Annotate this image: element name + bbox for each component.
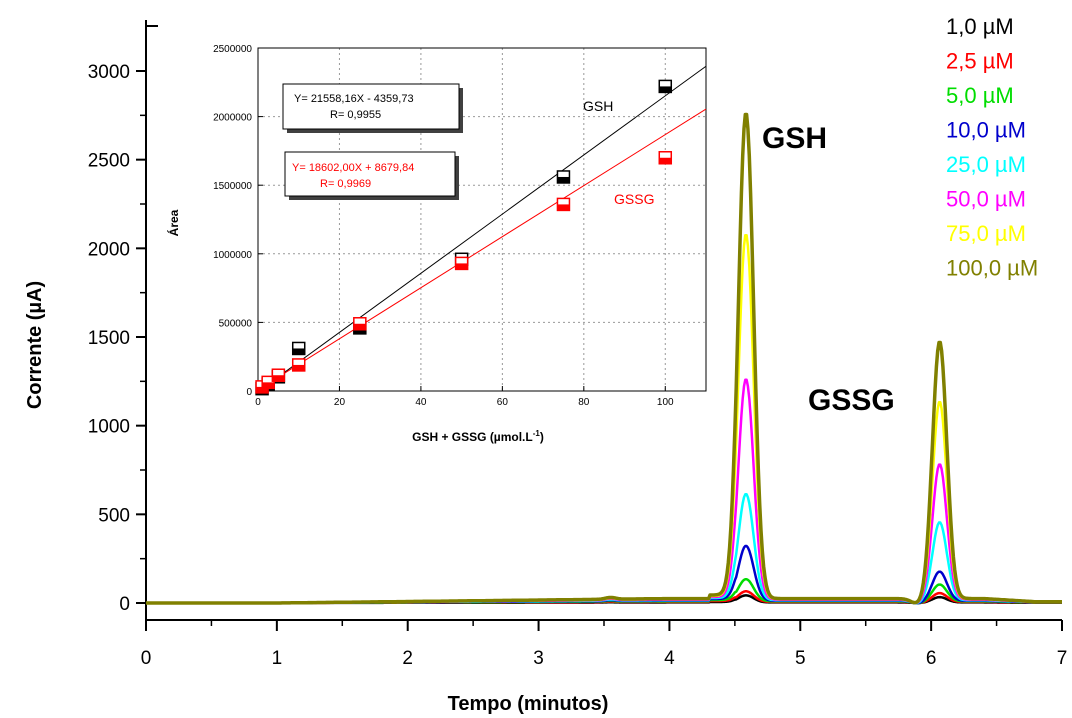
legend-item: 50,0 µM (946, 187, 1026, 212)
y-axis-title: Corrente (µA) (24, 281, 46, 409)
y-tick-label: 0 (119, 594, 130, 615)
marker-fill (353, 323, 366, 330)
inset-x-axis-title-sup: -1 (533, 429, 541, 438)
x-tick-label: 0 (141, 648, 152, 669)
x-tick-label: 4 (664, 648, 675, 669)
inset-y-tick-label: 2500000 (213, 44, 252, 55)
x-tick-label: 7 (1057, 648, 1068, 669)
peak-label-gsh: GSH (762, 122, 827, 155)
marker-fill (256, 386, 269, 393)
data-point-gsh (291, 341, 306, 356)
inset-x-axis-title-main: GSH + GSSG (µmol.L (412, 430, 533, 444)
data-point-gssg (556, 197, 571, 212)
y-tick-label: 2500 (88, 151, 130, 172)
inset-x-tick-label: 40 (415, 397, 427, 408)
data-point-gssg (658, 151, 673, 165)
main-series-lines (145, 112, 1063, 605)
marker-fill (292, 348, 305, 355)
inset-y-tick-label: 1500000 (213, 181, 252, 192)
inset-data-points (255, 79, 673, 396)
inset-grid (258, 47, 706, 391)
inset-y-tick-label: 500000 (219, 318, 253, 329)
inset-x-tick-label: 60 (497, 397, 509, 408)
marker-fill (455, 263, 468, 270)
legend-item: 25,0 µM (946, 152, 1026, 177)
gsh-r-value: R= 0,9955 (330, 109, 381, 121)
marker-fill (557, 176, 570, 183)
inset-calibration-chart: 0 20 40 60 80 100 0 500000 1000000 1500000 2000000… (166, 44, 707, 444)
marker-fill (262, 382, 275, 389)
data-point-gsh (658, 79, 673, 94)
inset-x-tick-label: 20 (334, 397, 346, 408)
inset-label-gssg: GSSG (614, 191, 654, 207)
x-tick-label: 3 (533, 648, 544, 669)
inset-fit-lines (257, 65, 707, 393)
fit-line-gsh (257, 65, 707, 393)
inset-y-axis-title: Área (166, 209, 181, 236)
legend-item: 5,0 µM (946, 83, 1014, 108)
y-tick-label: 500 (98, 505, 130, 526)
inset-y-tick-label: 2000000 (213, 113, 252, 124)
x-tick-label: 1 (272, 648, 283, 669)
equation-box-gsh: Y= 21558,16X - 4359,73 R= 0,9955 (282, 83, 463, 133)
gssg-r-value: R= 0,9969 (320, 178, 371, 190)
inset-label-gsh: GSH (583, 98, 613, 114)
marker-fill (557, 204, 570, 211)
y-tick-label: 1500 (88, 328, 130, 349)
data-point-gsh (556, 170, 571, 184)
series-line-1000 (145, 112, 1063, 605)
inset-y-tick-label: 1000000 (213, 250, 252, 261)
marker-fill (272, 375, 285, 382)
inset-y-tick-label: 0 (246, 387, 252, 398)
legend: 1,0 µM 2,5 µM 5,0 µM 10,0 µM 25,0 µM 50,0 µM 7… (946, 14, 1038, 281)
y-tick-label: 1000 (88, 417, 130, 438)
inset-axes: 0 20 40 60 80 100 0 500000 1000000 1500000 2000000… (213, 44, 707, 408)
legend-item: 75,0 µM (946, 221, 1026, 246)
y-tick-label: 3000 (88, 62, 130, 83)
y-tick-label: 2000 (88, 239, 130, 260)
legend-item: 2,5 µM (946, 49, 1014, 74)
data-point-gssg (261, 375, 275, 390)
data-point-gssg (271, 368, 286, 382)
peak-label-gssg: GSSG (808, 384, 895, 417)
x-tick-label: 5 (795, 648, 806, 669)
marker-fill (353, 327, 366, 334)
inset-frame (257, 47, 707, 392)
data-point-gssg (353, 317, 367, 331)
marker-fill (292, 364, 305, 371)
inset-x-axis-title: GSH + GSSG (µmol.L-1) (412, 429, 544, 444)
data-point-gssg (291, 358, 306, 372)
inset-x-tick-label: 100 (657, 397, 674, 408)
x-axis-title: Tempo (minutos) (448, 693, 609, 715)
legend-item: 100,0 µM (946, 256, 1038, 281)
equation-box-gssg: Y= 18602,00X + 8679,84 R= 0,9969 (284, 151, 459, 200)
marker-fill (659, 86, 672, 93)
x-tick-label: 2 (402, 648, 413, 669)
fit-line-gssg (257, 108, 707, 391)
data-point-gssg (454, 256, 469, 271)
gsh-equation: Y= 21558,16X - 4359,73 (294, 93, 414, 105)
marker-fill (659, 157, 672, 164)
legend-item: 1,0 µM (946, 14, 1014, 39)
gssg-equation: Y= 18602,00X + 8679,84 (292, 162, 414, 174)
inset-x-tick-label: 80 (578, 397, 590, 408)
inset-x-tick-label: 0 (255, 397, 261, 408)
legend-item: 10,0 µM (946, 118, 1026, 143)
x-tick-label: 6 (926, 648, 937, 669)
inset-x-axis-title-end: ) (540, 430, 544, 444)
